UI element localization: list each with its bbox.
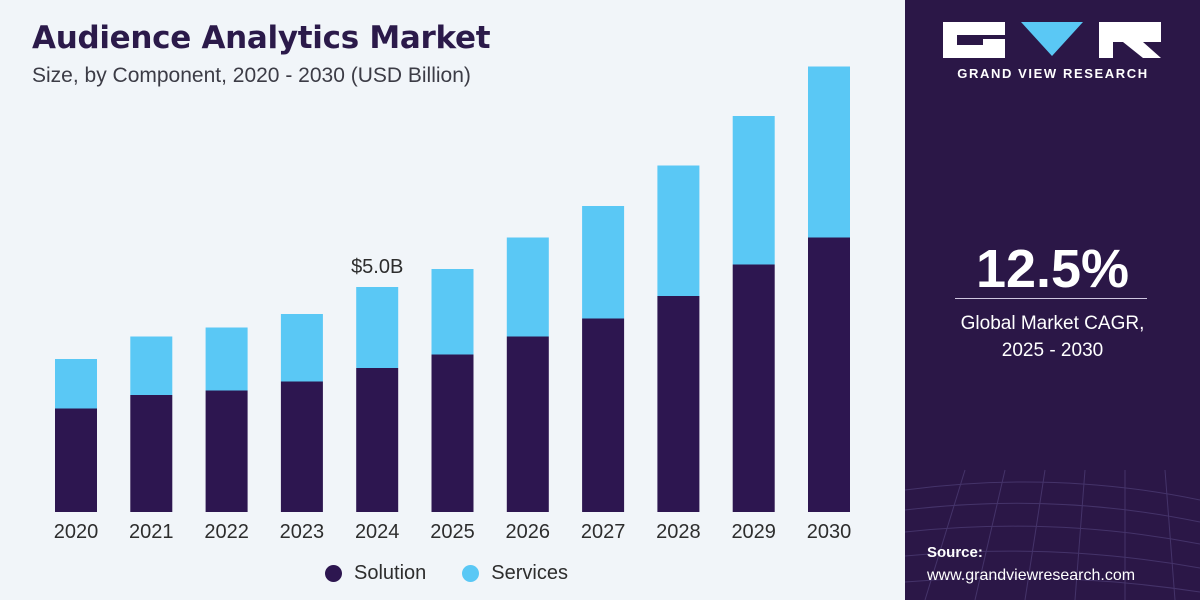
cagr-label-line2: 2025 - 2030	[1001, 340, 1104, 361]
chart-subtitle: Size, by Component, 2020 - 2030 (USD Bil…	[32, 64, 471, 87]
data-label-2024: $5.0B	[351, 256, 403, 278]
chart-panel: Audience Analytics Market Size, by Compo…	[0, 0, 905, 600]
legend-swatch-solution	[325, 565, 342, 582]
x-tick-label-2021: 2021	[129, 521, 174, 543]
bar-services-2025	[431, 269, 474, 355]
cagr-label-line1: Global Market CAGR,	[960, 313, 1145, 334]
bar-services-2029	[732, 116, 775, 265]
bar-services-2020	[55, 359, 97, 409]
bar-services-2024	[356, 287, 399, 368]
cagr-label: Global Market CAGR, 2025 - 2030	[905, 310, 1200, 364]
bar-solution-2025	[431, 354, 474, 512]
bar-services-2021	[130, 336, 173, 395]
x-tick-label-2030: 2030	[807, 521, 852, 543]
grid-decoration	[905, 469, 1200, 600]
bar-solution-2030	[808, 237, 850, 512]
x-tick-label-2026: 2026	[506, 521, 551, 543]
x-tick-label-2029: 2029	[731, 521, 776, 543]
bar-services-2026	[506, 237, 549, 337]
bar-solution-2023	[280, 381, 323, 512]
bar-solution-2028	[657, 296, 700, 512]
x-tick-label-2025: 2025	[430, 521, 475, 543]
x-tick-label-2027: 2027	[581, 521, 626, 543]
source-label: Source:	[927, 544, 983, 561]
legend-item-services: Services	[462, 562, 568, 585]
bar-services-2028	[657, 165, 700, 296]
x-tick-label-2020: 2020	[54, 521, 99, 543]
bar-solution-2026	[506, 336, 549, 512]
bar-solution-2029	[732, 264, 775, 512]
gvr-logo: GRAND VIEW RESEARCH	[943, 22, 1163, 81]
chart-legend: Solution Services	[325, 562, 604, 585]
legend-label-services: Services	[491, 562, 568, 584]
bar-services-2023	[280, 314, 323, 382]
bar-chart: 2020 2021 2022 2023 2024 $5.0B 2025 2026 2027 202…	[54, 66, 852, 543]
side-panel: GRAND VIEW RESEARCH 12.5% Global Market …	[905, 0, 1200, 600]
legend-swatch-services	[462, 565, 480, 582]
bar-solution-2021	[130, 395, 173, 512]
bar-solution-2022	[205, 390, 248, 512]
legend-item-solution: Solution	[325, 562, 426, 585]
chart-title: Audience Analytics Market	[32, 20, 491, 56]
bar-solution-2027	[582, 318, 625, 512]
x-tick-label-2023: 2023	[280, 521, 325, 543]
cagr-value: 12.5%	[975, 239, 1130, 299]
divider	[955, 298, 1147, 299]
legend-label-solution: Solution	[354, 562, 427, 584]
source-link[interactable]: www.grandviewresearch.com	[927, 567, 1136, 584]
bar-services-2027	[582, 206, 625, 319]
x-tick-label-2022: 2022	[204, 521, 249, 543]
gvr-logo-icon	[943, 22, 1161, 58]
x-tick-label-2028: 2028	[656, 521, 701, 543]
bar-solution-2020	[55, 408, 97, 512]
bar-services-2030	[808, 66, 850, 238]
bar-services-2022	[205, 327, 248, 391]
brand-name: GRAND VIEW RESEARCH	[957, 66, 1149, 81]
x-tick-label-2024: 2024	[355, 521, 400, 543]
bar-solution-2024	[356, 368, 399, 512]
